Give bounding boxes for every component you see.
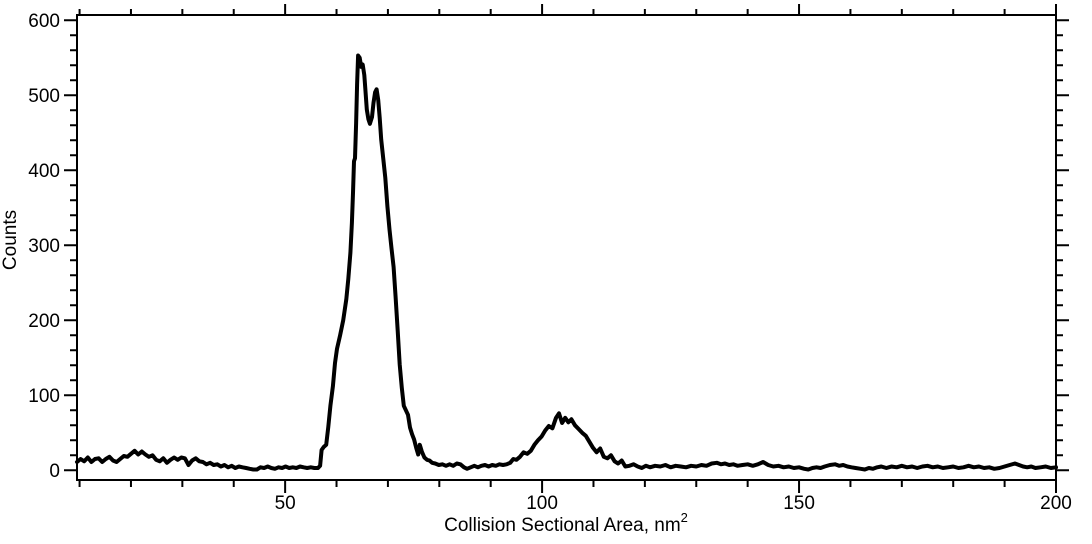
x-axis-title-text: Collision Sectional Area, nm xyxy=(444,515,681,536)
x-axis-title: Collision Sectional Area, nm2 xyxy=(444,510,688,536)
x-tick-label: 100 xyxy=(526,493,558,514)
y-tick-label: 100 xyxy=(28,386,60,407)
y-axis-title: Counts xyxy=(0,210,21,270)
y-tick-label: 0 xyxy=(49,461,60,482)
ticks-layer: 0 100 200 300 400 500 600 50 100 150 200 xyxy=(28,4,1072,514)
x-tick-label: 50 xyxy=(275,493,296,514)
y-tick-label: 400 xyxy=(28,161,60,182)
y-tick-label: 300 xyxy=(28,236,60,257)
x-tick-label: 200 xyxy=(1040,493,1072,514)
plot-frame xyxy=(76,14,1057,481)
counts-data-trace xyxy=(75,53,1058,472)
y-tick-label: 500 xyxy=(28,86,60,107)
y-tick-label: 600 xyxy=(28,11,60,32)
x-tick-label: 150 xyxy=(783,493,815,514)
y-tick-label: 200 xyxy=(28,311,60,332)
x-axis-title-superscript: 2 xyxy=(681,510,688,525)
trace-layer xyxy=(75,53,1058,472)
